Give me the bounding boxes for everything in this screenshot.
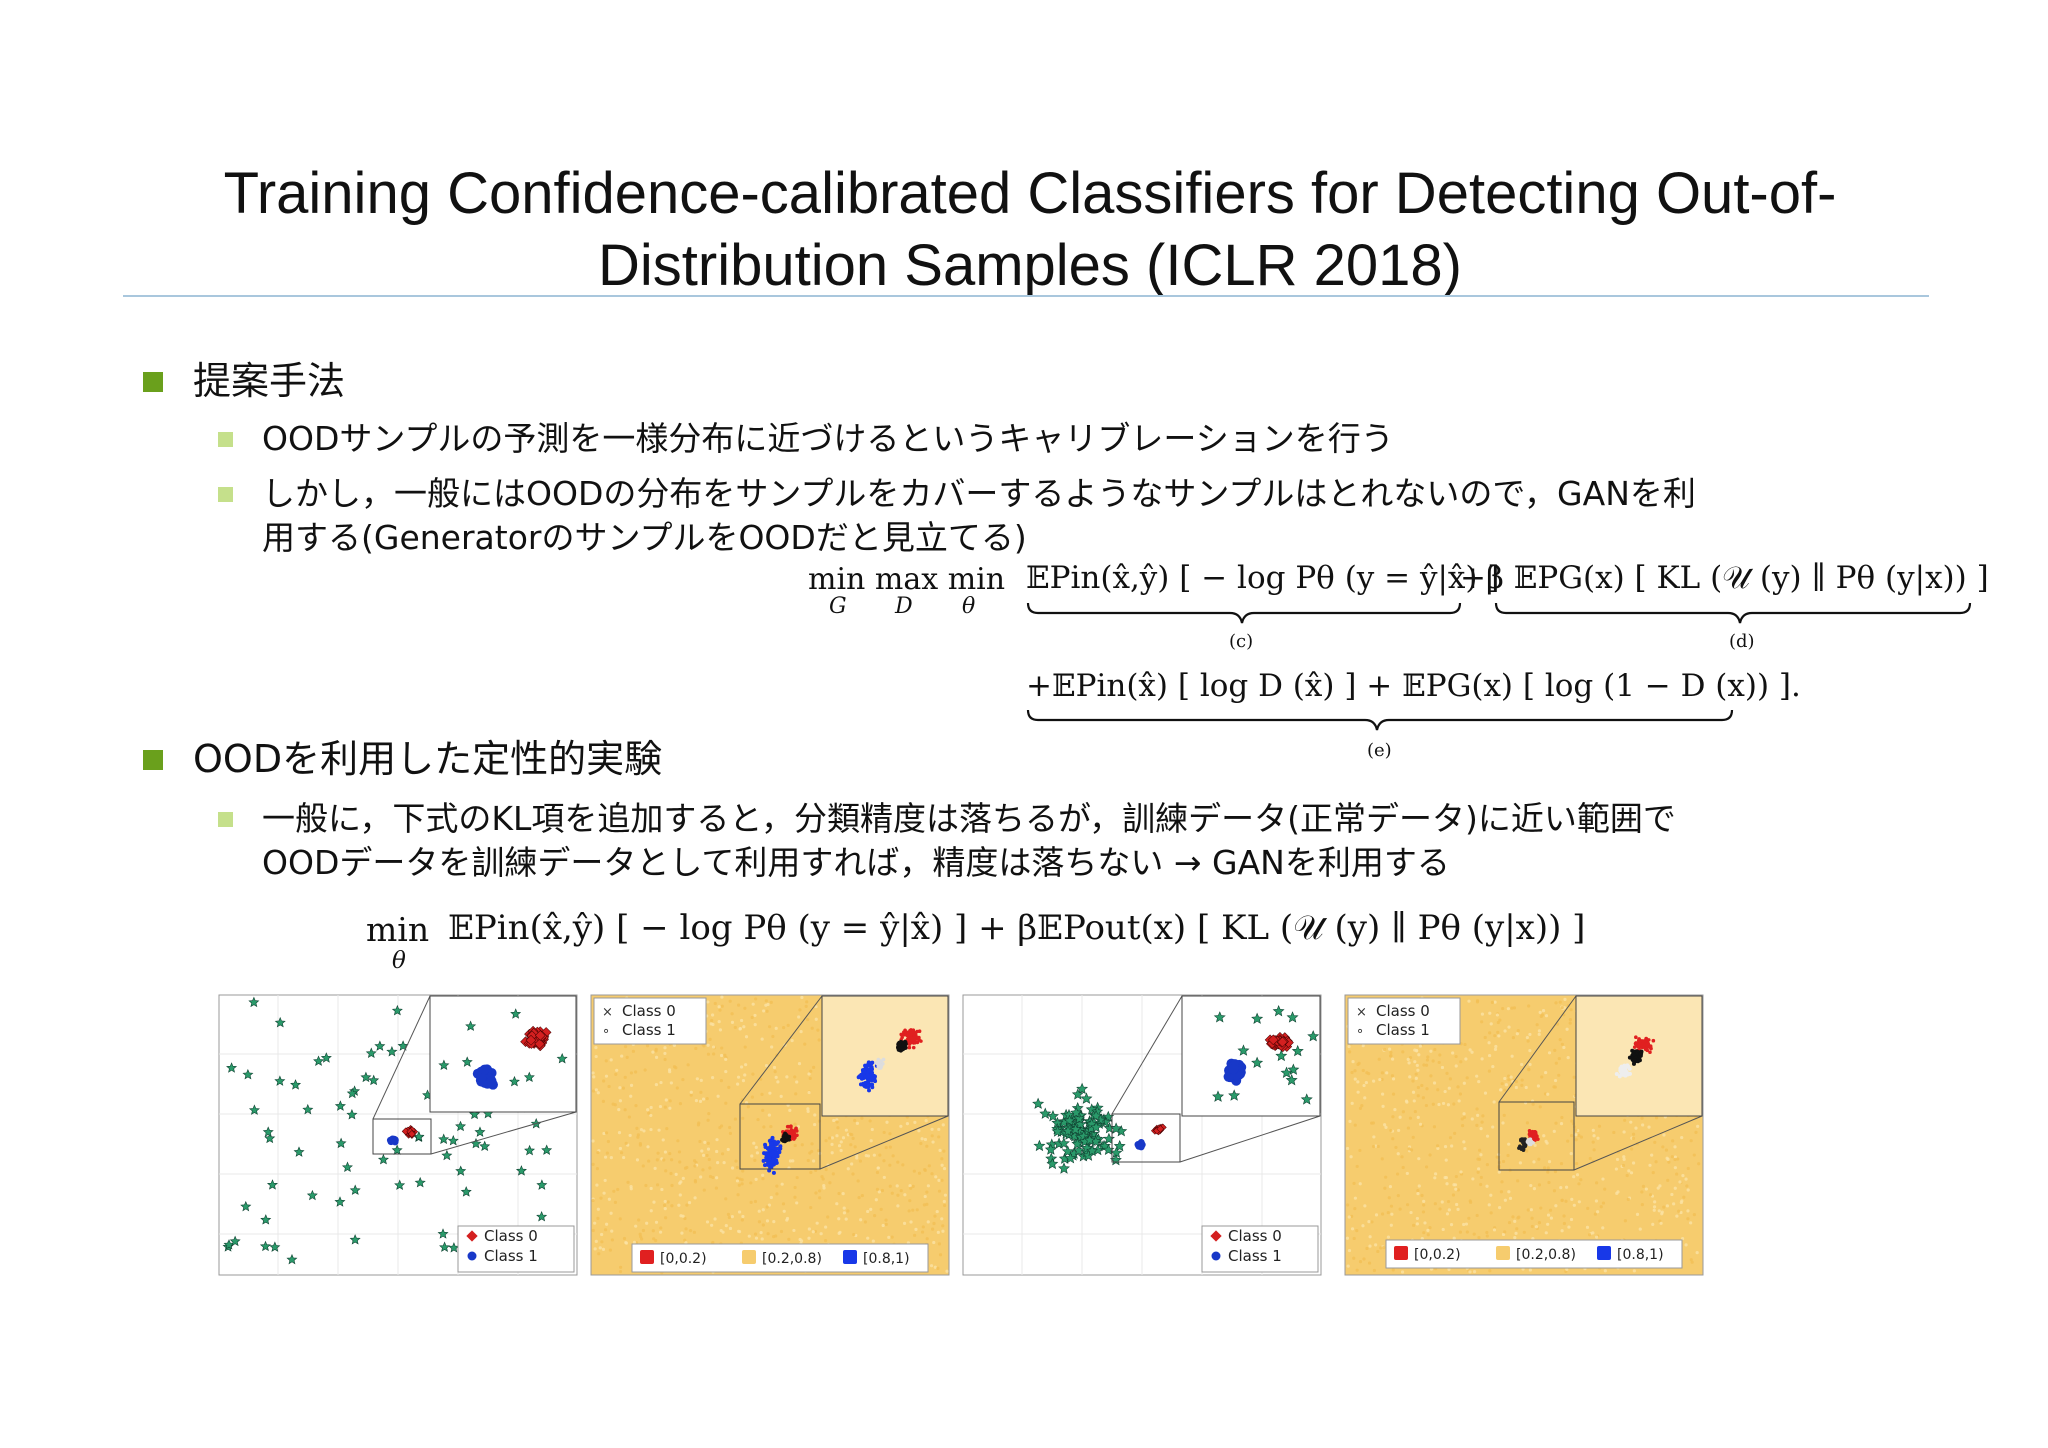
eq1-sub-g: G [829,594,847,619]
bullet-item: しかし，一般にはOODの分布をサンプルをカバーするようなサンプルはとれないので，… [262,474,1696,513]
top-legend-box: × ∘ Class 0 Class 1 [1347,997,1461,1045]
eq1-label-d: (d) [1729,631,1755,652]
section-heading-qualitative-experiment: OODを利用した定性的実験 [193,737,663,781]
cross-marker-icon: × [1356,1005,1367,1020]
circle-marker-icon: ∘ [1356,1024,1364,1039]
legend-box: Class 0 Class 1 [457,1225,575,1273]
eq1-term-d: +β 𝔼PG(x) [ KL (𝒰 (y) ∥ Pθ (y|x)) ] [1460,560,1989,596]
bullet-square-icon [143,372,163,392]
bin-low-swatch [640,1250,654,1264]
class-clusters [386,1124,419,1146]
zoom-line [1498,995,1577,1103]
zoom-box [372,1118,432,1155]
circle-marker-icon: ∘ [602,1024,610,1039]
legend-class1: Class 1 [484,1247,538,1265]
zoom-inset [1575,995,1703,1117]
confidence-map-gan: × ∘ Class 0 Class 1 [0,0.2) [0.2,0.8) [0… [1344,994,1704,1276]
title-line-1: Training Confidence-calibrated Classifie… [223,161,1837,226]
bin-high-label: [0.8,1) [1617,1247,1664,1263]
bin-mid-label: [0.2,0.8) [762,1251,822,1267]
legend-class0: Class 0 [484,1227,538,1245]
sub-bullet-icon [218,812,233,827]
bullet-item: 一般に，下式のKL項を追加すると，分類精度は落ちるが，訓練データ(正常データ)に… [262,799,1676,838]
top-legend-box: × ∘ Class 0 Class 1 [593,997,707,1045]
title-divider [123,295,1929,297]
class0-marker-icon [466,1230,478,1242]
underbrace-c [1026,602,1462,624]
eq1-label-e: (e) [1367,740,1392,761]
eq2-sub-theta: θ [392,948,406,974]
class-clusters [1134,1123,1167,1151]
legend-class0: Class 0 [622,1002,676,1020]
underbraces [1026,602,1972,731]
underbrace-d [1494,602,1972,624]
zoom-inset [1181,995,1321,1117]
slide-title: Training Confidence-calibrated Classifie… [120,158,1940,302]
zoom-box [739,1103,821,1170]
sub-bullet-icon [218,432,233,447]
scatter-plot-baseline: Class 0 Class 1 [218,994,578,1276]
bin-mid-label: [0.2,0.8) [1516,1247,1576,1263]
bin-mid-swatch [1496,1246,1510,1260]
cross-marker-icon: × [602,1005,613,1020]
zoom-inset [429,995,577,1113]
bin-high-swatch [1597,1246,1611,1260]
bullet-item-continuation: OODデータを訓練データとして利用すれば，精度は落ちない → GANを利用する [262,843,1450,882]
confidence-legend-box: [0,0.2) [0.2,0.8) [0.8,1) [631,1243,929,1273]
zoom-line [739,995,823,1105]
confidence-legend-box: [0,0.2) [0.2,0.8) [0.8,1) [1385,1239,1683,1269]
class-clusters [761,1124,799,1175]
class1-marker-icon [467,1251,477,1261]
zoom-line [430,1111,577,1155]
section-heading-proposed-method: 提案手法 [193,359,346,403]
eq2-body: 𝔼Pin(x̂,ŷ) [ − log Pθ (y = ŷ|x̂) ] + β𝔼P… [448,908,1586,948]
eq1-sub-d: D [895,594,913,619]
eq1-sub-theta: θ [962,594,976,619]
legend-class1: Class 1 [622,1021,676,1039]
legend-box: Class 0 Class 1 [1201,1225,1319,1273]
zoom-line [1111,995,1183,1115]
bullet-item-continuation: 用する(GeneratorのサンプルをOODだと見立てる) [262,518,1027,557]
eq1-term-c: 𝔼Pin(x̂,ŷ) [ − log Pθ (y = ŷ|x̂) ] [1026,560,1500,596]
class0-marker-icon [1210,1230,1222,1242]
legend-class0: Class 0 [1228,1227,1282,1245]
bin-high-swatch [843,1250,857,1264]
zoom-line [819,1115,949,1170]
bullet-item: OODサンプルの予測を一様分布に近づけるというキャリブレーションを行う [262,419,1394,458]
legend-class1: Class 1 [1376,1021,1430,1039]
eq2-operator: min [366,910,430,949]
sub-bullet-icon [218,487,233,502]
scatter-plot-gan: Class 0 Class 1 [962,994,1322,1276]
bullet-square-icon [143,750,163,770]
bin-low-label: [0,0.2) [1414,1247,1461,1263]
class-clusters [1517,1128,1540,1152]
eq1-label-c: (c) [1229,631,1254,652]
bin-low-swatch [1394,1246,1408,1260]
zoom-box [1498,1101,1575,1171]
title-line-2: Distribution Samples (ICLR 2018) [598,233,1462,298]
zoom-box [1111,1113,1181,1163]
underbrace-e [1026,709,1734,731]
ood-stars [1032,1082,1128,1174]
bin-mid-swatch [742,1250,756,1264]
confidence-map-baseline: × ∘ Class 0 Class 1 [0,0.2) [0.2,0.8) [0… [590,994,950,1276]
legend-class0: Class 0 [1376,1002,1430,1020]
zoom-line [372,995,431,1120]
eq1-operators: min max min [808,562,1006,597]
bin-high-label: [0.8,1) [863,1251,910,1267]
legend-class1: Class 1 [1228,1247,1282,1265]
zoom-inset [821,995,949,1117]
class1-marker-icon [1211,1251,1221,1261]
zoom-line [1179,1115,1321,1163]
zoom-line [1573,1115,1703,1171]
eq1-term-e: +𝔼Pin(x̂) [ log D (x̂) ] + 𝔼PG(x) [ log … [1026,668,1801,704]
bin-low-label: [0,0.2) [660,1251,707,1267]
